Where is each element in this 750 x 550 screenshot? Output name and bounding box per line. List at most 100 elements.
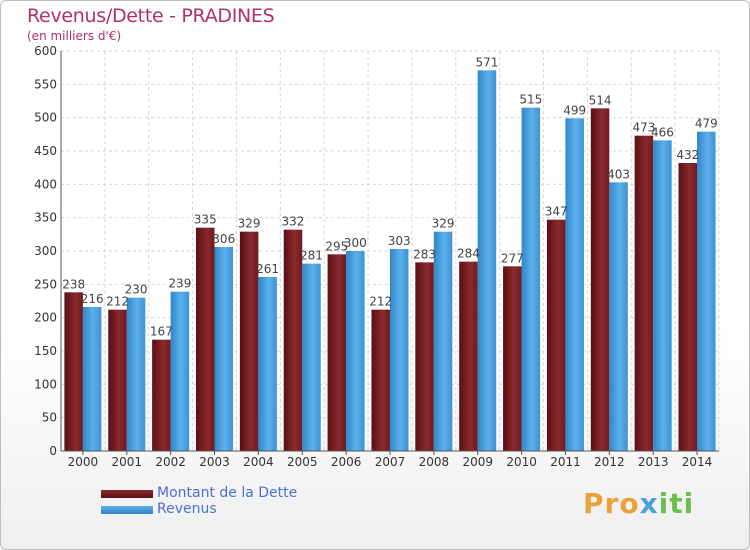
data-label-revenus: 281: [300, 249, 323, 263]
legend-swatch-debt: [101, 490, 153, 498]
bar-debt: [415, 262, 434, 451]
x-tick-label: 2013: [638, 455, 669, 469]
x-tick-label: 2010: [506, 455, 537, 469]
bar-layer: [64, 70, 716, 452]
data-label-debt: 514: [589, 93, 612, 107]
y-tick-label: 0: [49, 444, 57, 458]
axis-layer: 0 50 100 150 200 250 300 350 400 450 500 550 600 2000…: [34, 44, 719, 469]
data-label-revenus: 403: [607, 167, 630, 181]
y-tick-label: 50: [42, 411, 57, 425]
y-tick-label: 350: [34, 211, 57, 225]
y-tick-label: 500: [34, 111, 57, 125]
bar-revenus: [214, 247, 233, 451]
data-label-revenus: 216: [81, 292, 104, 306]
data-label-debt: 167: [150, 325, 173, 339]
data-label-debt: 277: [501, 251, 524, 265]
data-label-revenus: 306: [212, 232, 235, 246]
data-label-debt: 332: [282, 215, 305, 229]
data-label-debt: 212: [106, 295, 129, 309]
bar-debt: [634, 135, 654, 451]
data-label-debt: 283: [413, 247, 436, 261]
y-tick-label: 300: [34, 244, 57, 258]
bar-debt: [239, 231, 259, 451]
x-tick-label: 2001: [112, 455, 143, 469]
bar-debt: [283, 229, 303, 451]
bar-revenus: [697, 131, 716, 451]
bar-revenus: [521, 107, 541, 452]
bar-debt: [678, 163, 698, 451]
x-tick-label: 2002: [155, 455, 186, 469]
data-label-revenus: 230: [125, 283, 148, 297]
y-tick-label: 150: [34, 344, 57, 358]
x-tick-label: 2014: [682, 455, 713, 469]
x-tick-label: 2003: [199, 455, 230, 469]
x-tick-label: 2008: [419, 455, 450, 469]
data-label-revenus: 515: [519, 93, 542, 107]
y-tick-label: 550: [34, 77, 57, 91]
chart-subtitle: (en milliers d'€): [27, 29, 122, 43]
data-label-debt: 295: [325, 239, 348, 253]
data-label-revenus: 466: [651, 125, 674, 139]
x-tick-label: 2005: [287, 455, 318, 469]
bar-revenus: [389, 249, 409, 451]
data-label-debt: 212: [369, 295, 392, 309]
x-tick-label: 2009: [462, 455, 493, 469]
bar-debt: [503, 266, 522, 451]
bar-revenus: [477, 70, 497, 451]
bar-revenus: [609, 182, 628, 452]
x-tick-label: 2012: [594, 455, 625, 469]
chart-title: Revenus/Dette - PRADINES: [27, 5, 275, 27]
bar-debt: [459, 261, 478, 451]
data-label-revenus: 303: [388, 234, 411, 248]
bar-debt: [327, 254, 347, 451]
bar-revenus: [258, 277, 277, 451]
bar-debt: [108, 309, 127, 451]
data-label-revenus: 571: [475, 55, 498, 69]
y-tick-label: 100: [34, 377, 57, 391]
y-tick-label: 250: [34, 277, 57, 291]
data-label-debt: 238: [62, 277, 85, 291]
x-tick-label: 2007: [375, 455, 406, 469]
bar-revenus: [82, 307, 102, 451]
data-label-revenus: 499: [563, 103, 586, 117]
bar-revenus: [433, 231, 453, 451]
legend-swatch-revenus: [101, 506, 153, 514]
proxiti-logo: Proxiti: [583, 487, 695, 520]
data-label-revenus: 300: [344, 236, 367, 250]
x-tick-label: 2011: [550, 455, 581, 469]
y-tick-label: 450: [34, 144, 57, 158]
bar-debt: [371, 309, 390, 451]
bar-debt: [590, 108, 610, 451]
y-tick-label: 400: [34, 177, 57, 191]
data-label-debt: 335: [194, 213, 217, 227]
bar-revenus: [565, 118, 584, 451]
data-label-revenus: 329: [432, 217, 455, 231]
x-tick-label: 2000: [68, 455, 99, 469]
data-label-revenus: 239: [168, 277, 191, 291]
x-tick-label: 2004: [243, 455, 274, 469]
bar-debt: [546, 219, 566, 451]
bar-revenus: [346, 251, 365, 451]
data-label-debt: 473: [632, 121, 655, 135]
data-label-revenus: 479: [695, 117, 718, 131]
bar-revenus: [653, 140, 672, 452]
y-tick-label: 200: [34, 311, 57, 325]
data-label-debt: 432: [676, 148, 699, 162]
data-label-debt: 329: [238, 217, 261, 231]
bar-debt: [64, 292, 83, 451]
bar-debt: [196, 227, 215, 451]
bar-debt: [152, 339, 171, 451]
legend-label-debt: Montant de la Dette: [157, 485, 298, 501]
data-label-revenus: 261: [256, 262, 279, 276]
bar-revenus: [126, 297, 146, 451]
x-tick-label: 2006: [331, 455, 362, 469]
y-tick-label: 600: [34, 44, 57, 58]
data-label-debt: 284: [457, 247, 480, 261]
bar-revenus: [302, 263, 321, 451]
bar-revenus: [170, 291, 190, 451]
data-label-debt: 347: [545, 205, 568, 219]
legend-label-revenus: Revenus: [157, 501, 217, 517]
